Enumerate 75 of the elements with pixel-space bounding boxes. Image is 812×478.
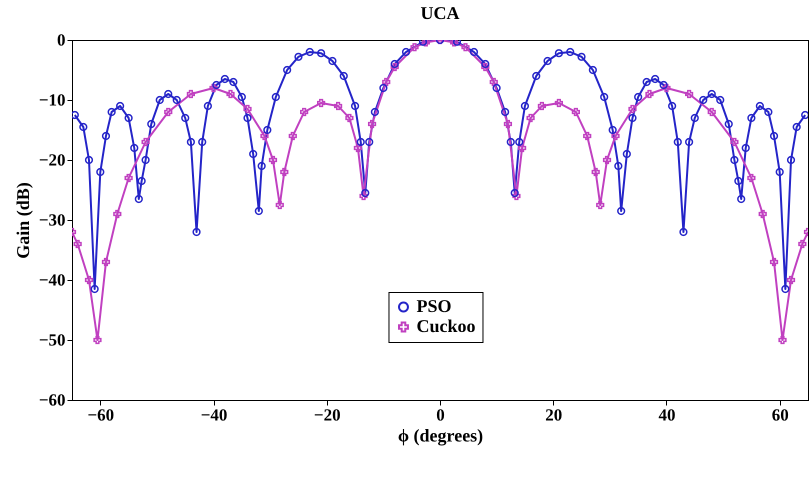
point [345, 114, 354, 122]
point [758, 210, 767, 218]
point [786, 276, 796, 284]
point [538, 102, 546, 110]
x-tick-label: 0 [436, 406, 445, 424]
point [410, 43, 419, 52]
point [268, 156, 278, 164]
y-tick-label: 0 [57, 30, 66, 50]
x-tick-label: 20 [545, 406, 562, 424]
point [93, 336, 102, 344]
point [164, 108, 172, 116]
point [354, 144, 362, 152]
point [359, 192, 368, 200]
y-tick-label: −60 [38, 390, 66, 410]
chart-title: UCA [420, 3, 460, 23]
y-tick-label: −20 [38, 150, 66, 170]
point [708, 108, 716, 116]
point [526, 114, 535, 122]
x-tick-label: −40 [200, 406, 228, 424]
point [592, 168, 600, 176]
y-tick-label: −30 [38, 210, 66, 230]
point [602, 156, 612, 164]
point [747, 174, 756, 182]
point [518, 144, 526, 152]
point [334, 102, 342, 110]
x-tick-label: −60 [87, 406, 114, 424]
legend-label: Cuckoo [416, 316, 476, 336]
point [572, 108, 580, 116]
x-tick-label: 60 [772, 406, 789, 424]
point [422, 40, 430, 47]
y-tick-label: −50 [38, 330, 66, 350]
x-tick-label: 40 [658, 406, 676, 424]
point [382, 78, 390, 86]
point [628, 104, 637, 114]
point [186, 90, 195, 98]
point [260, 132, 269, 140]
point [390, 62, 399, 72]
point [280, 168, 288, 176]
point [583, 132, 592, 140]
y-axis-title: Gain (dB) [12, 182, 33, 259]
point [512, 192, 521, 200]
point [276, 200, 284, 210]
point [596, 200, 604, 210]
point [554, 98, 563, 108]
point [450, 40, 458, 47]
point [770, 258, 778, 266]
point [685, 90, 694, 98]
point [461, 43, 470, 52]
y-tick-label: −10 [38, 90, 66, 110]
x-tick-label: −20 [314, 406, 341, 424]
point [490, 78, 498, 86]
point [778, 336, 787, 344]
point [141, 138, 150, 146]
point [124, 174, 133, 182]
point [798, 240, 806, 248]
point [645, 90, 654, 98]
x-axis-title: ϕ (degrees) [398, 426, 484, 446]
point [730, 138, 739, 146]
point [209, 84, 218, 92]
point [288, 132, 297, 140]
point [481, 62, 490, 72]
point [662, 84, 671, 92]
y-tick-label: −40 [38, 270, 66, 290]
point [102, 258, 110, 266]
point [113, 210, 122, 218]
point [226, 90, 235, 98]
point [84, 276, 94, 284]
legend-label: PSO [416, 296, 452, 316]
point [243, 104, 252, 114]
point [504, 120, 512, 128]
point [611, 132, 620, 140]
point [368, 120, 376, 128]
point [74, 240, 82, 248]
point [317, 98, 326, 108]
point [300, 108, 308, 116]
